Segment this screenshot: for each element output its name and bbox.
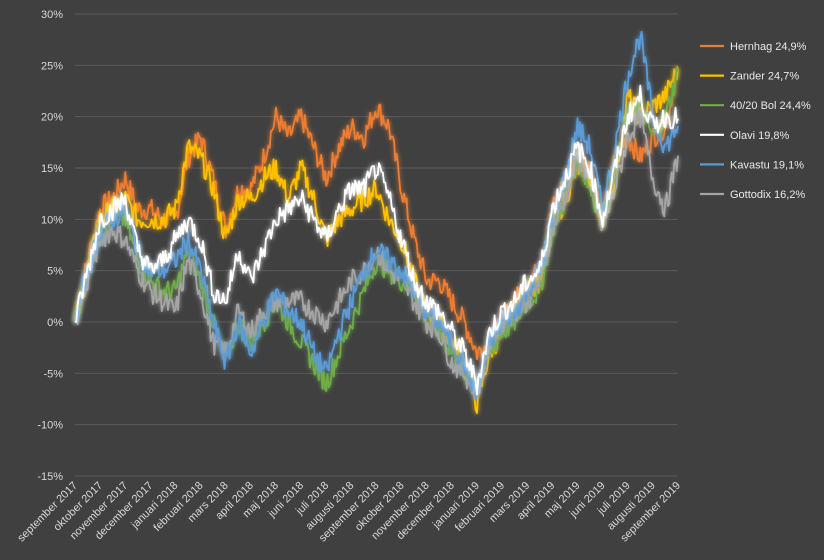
legend-label: Gottodix 16,2%	[730, 189, 805, 201]
series-group	[74, 30, 679, 415]
y-tick-label: 0%	[47, 317, 63, 329]
gridlines	[75, 13, 678, 477]
legend-label: Kavastu 19,1%	[730, 159, 804, 171]
series-line-4	[74, 30, 679, 400]
series-line-0	[74, 65, 679, 361]
series-line-3	[74, 84, 679, 396]
legend-label: Hernhag 24,9%	[730, 41, 807, 53]
y-tick-label: 15%	[41, 163, 63, 175]
y-tick-label: 30%	[41, 9, 63, 21]
y-tick-label: 25%	[41, 60, 63, 72]
y-tick-label: -15%	[37, 471, 63, 483]
legend-label: Olavi 19,8%	[730, 130, 790, 142]
legend-label: 40/20 Bol 24,4%	[730, 100, 811, 112]
legend: Hernhag 24,9% Zander 24,7% 40/20 Bol 24,4%…	[700, 41, 811, 201]
legend-label: Zander 24,7%	[730, 71, 799, 83]
y-tick-label: -5%	[43, 368, 63, 380]
series-line-1	[74, 68, 679, 415]
y-tick-label: 20%	[41, 112, 63, 124]
y-axis: 30% 25% 20% 15% 10% 5% 0% -5% -10% -15%	[37, 9, 63, 483]
y-tick-label: -10%	[37, 420, 63, 432]
y-tick-label: 5%	[47, 266, 63, 278]
series-line-2	[74, 67, 679, 393]
y-tick-label: 10%	[41, 214, 63, 226]
